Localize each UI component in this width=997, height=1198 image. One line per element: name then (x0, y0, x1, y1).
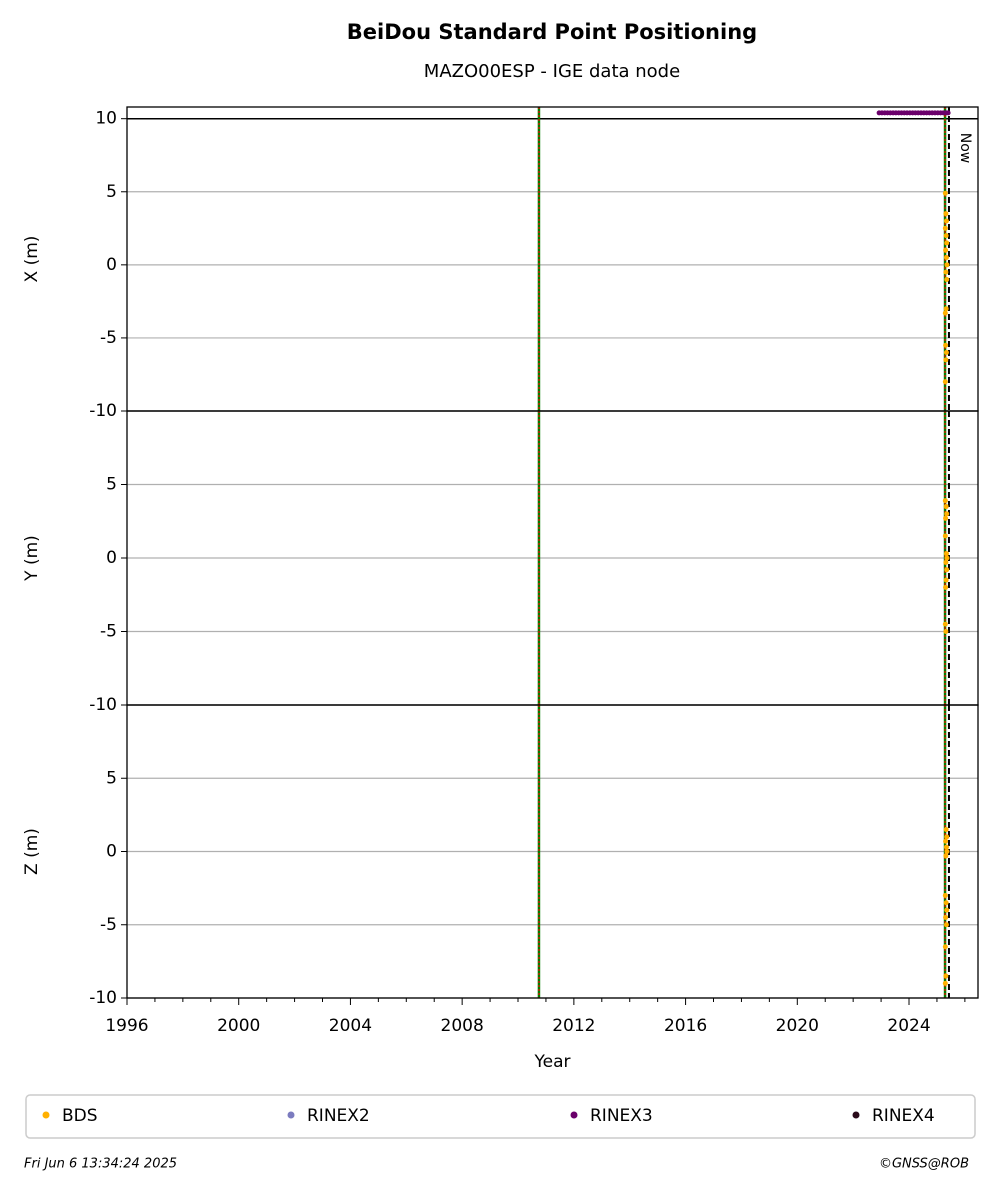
legend-label: RINEX4 (872, 1106, 935, 1126)
data-point (944, 262, 950, 268)
legend-marker (570, 1111, 578, 1119)
data-point (943, 342, 949, 348)
data-point (942, 621, 948, 627)
x-tick-label: 2008 (441, 1016, 484, 1036)
y-tick-label: -10 (89, 401, 117, 421)
data-point (944, 849, 950, 854)
x-tick-label: 2024 (887, 1016, 930, 1036)
data-point (943, 922, 949, 928)
x-axis-label: Year (534, 1052, 571, 1072)
legend-label: RINEX2 (307, 1106, 370, 1126)
now-label: Now (957, 133, 973, 164)
y-tick-label: 5 (106, 475, 117, 495)
panel-frame (126, 704, 979, 999)
data-point (944, 567, 950, 573)
legend-marker (852, 1111, 860, 1119)
data-point (942, 980, 948, 986)
footer-right: ©GNSS@ROB (879, 1157, 969, 1172)
data-point (943, 211, 949, 217)
x-tick-label: 2020 (776, 1016, 819, 1036)
y-tick-label: 5 (106, 182, 117, 202)
data-point (943, 584, 949, 590)
legend-marker (287, 1111, 295, 1119)
data-point (944, 511, 950, 517)
data-point (943, 844, 949, 850)
data-point (943, 357, 949, 363)
y-axis-label: Y (m) (22, 535, 42, 582)
data-point (943, 577, 949, 583)
data-point (944, 555, 950, 561)
x-tick-label: 2012 (552, 1016, 595, 1036)
data-point (944, 834, 950, 840)
data-point (943, 551, 949, 557)
data-point (942, 379, 948, 385)
data-point (942, 892, 948, 898)
data-point (943, 350, 949, 356)
footer-left: Fri Jun 6 13:34:24 2025 (24, 1157, 177, 1172)
data-point (942, 310, 948, 316)
data-point (943, 853, 949, 859)
data-point (945, 110, 951, 116)
y-tick-label: 5 (106, 768, 117, 788)
data-point (942, 225, 948, 231)
chart-subtitle: MAZO00ESP - IGE data node (424, 61, 680, 82)
y-tick-label: 0 (106, 842, 117, 862)
y-tick-label: -10 (89, 695, 117, 715)
data-point (943, 629, 949, 634)
x-tick-label: 2004 (329, 1016, 372, 1036)
y-tick-label: -5 (100, 328, 117, 348)
legend-marker (42, 1111, 50, 1119)
data-point (944, 907, 950, 913)
x-tick-label: 2016 (664, 1016, 707, 1036)
y-tick-label: -10 (89, 988, 117, 1008)
data-point (942, 944, 948, 950)
data-point (943, 827, 949, 833)
data-point (943, 559, 949, 565)
data-point (943, 247, 949, 253)
y-axis-label: X (m) (22, 236, 42, 283)
y-axis-label: Z (m) (22, 828, 42, 875)
data-point (942, 533, 948, 539)
data-point (943, 218, 949, 224)
x-tick-label: 1996 (105, 1016, 148, 1036)
data-point (943, 255, 949, 261)
data-point (943, 838, 949, 844)
y-tick-label: -5 (100, 915, 117, 935)
data-point (943, 504, 949, 510)
data-point (944, 276, 950, 282)
chart-title: BeiDou Standard Point Positioning (347, 20, 757, 44)
legend-box (25, 1094, 976, 1139)
y-tick-label: -5 (100, 622, 117, 642)
data-point (944, 240, 950, 246)
data-point (943, 973, 949, 979)
y-tick-label: 0 (106, 255, 117, 275)
legend-label: RINEX3 (590, 1106, 653, 1126)
data-point (943, 269, 949, 275)
data-point (942, 190, 948, 196)
y-tick-label: 10 (95, 109, 117, 129)
data-point (943, 900, 949, 906)
x-tick-label: 2000 (217, 1016, 260, 1036)
y-tick-label: 0 (106, 548, 117, 568)
data-point (943, 515, 949, 521)
data-point (942, 498, 948, 504)
data-point (943, 914, 949, 920)
legend-label: BDS (62, 1106, 98, 1126)
data-point (943, 306, 949, 312)
data-point (943, 233, 949, 239)
